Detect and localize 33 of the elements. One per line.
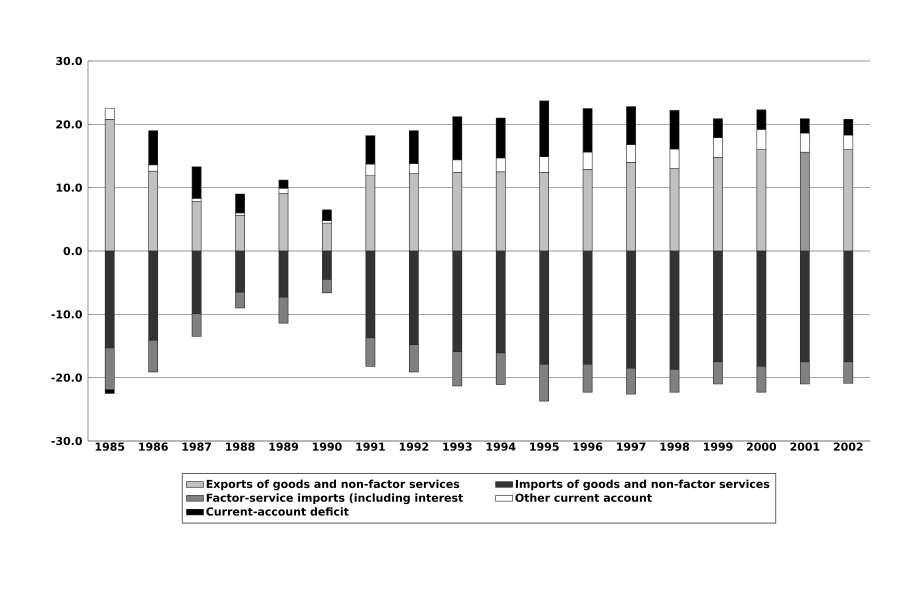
x-tick-label: 1989	[269, 442, 298, 451]
x-tick-label: 1999	[704, 442, 733, 451]
y-tick-label: 10.0	[56, 184, 82, 192]
x-tick-label: 1992	[400, 442, 428, 451]
x-tick-label: 1996	[574, 442, 602, 451]
y-tick-label: -20.0	[51, 374, 82, 382]
y-tick-label: 0.0	[64, 246, 82, 256]
y-tick-label: -30.0	[51, 436, 82, 446]
bar	[192, 166, 202, 199]
x-tick-label: 2001	[790, 442, 820, 451]
x-tick-label: 1997	[617, 442, 646, 451]
x-tick-label: 1986	[139, 442, 168, 451]
x-tick-label: 1987	[182, 442, 211, 451]
bar	[235, 194, 245, 214]
y-tick-label: 20.0	[56, 120, 82, 128]
legend-label: Exports of goods and non-factor services	[206, 480, 460, 490]
x-tick-label: 2002	[834, 442, 863, 451]
legend-label: Current-account deficit	[206, 507, 349, 516]
x-tick-label: 1998	[660, 442, 690, 451]
legend-label: Factor-service imports (including interest	[206, 493, 464, 504]
y-tick-label: -10.0	[51, 310, 82, 318]
x-tick-label: 1988	[226, 442, 255, 451]
x-tick-label: 1994	[486, 442, 516, 451]
bar	[322, 210, 332, 221]
x-tick-label: 1991	[356, 442, 385, 451]
x-tick-label: 2000	[747, 442, 776, 451]
y-tick-label: 30.0	[56, 56, 82, 66]
x-tick-label: 1995	[530, 442, 559, 451]
x-tick-label: 1985	[96, 442, 124, 451]
legend-label: Other current account	[515, 493, 652, 502]
legend-label: Imports of goods and non-factor services	[516, 480, 770, 490]
x-tick-label: 1990	[312, 442, 342, 451]
x-tick-label: 1993	[443, 442, 472, 451]
